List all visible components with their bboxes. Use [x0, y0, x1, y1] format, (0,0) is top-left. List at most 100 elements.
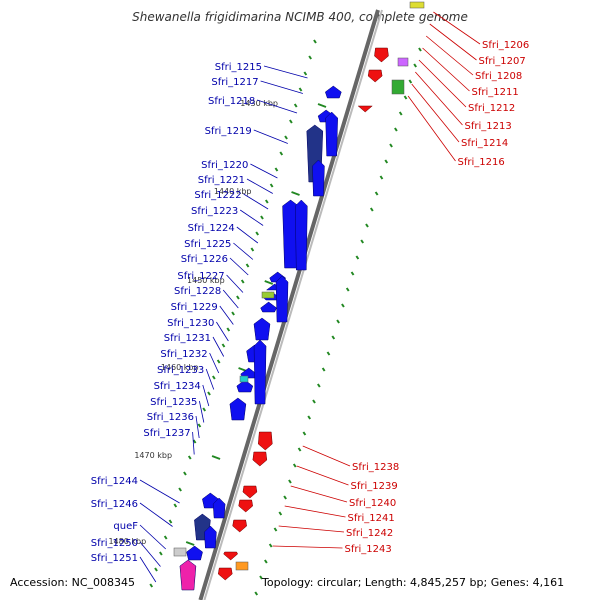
misc-feature[interactable]: [235, 561, 249, 571]
plus-strand-gene[interactable]: [312, 159, 325, 197]
minus-gene-leader: [302, 445, 351, 467]
kbp-tick-label: 1460 kbp: [161, 363, 199, 372]
plus-gene-leader: [226, 274, 244, 293]
minus-strand-gene[interactable]: [258, 431, 273, 451]
minus-gene-label[interactable]: Sfri_1238: [352, 462, 399, 473]
plus-gene-label[interactable]: Sfri_1251: [91, 553, 138, 564]
plus-gene-leader: [222, 289, 239, 309]
plus-gene-label[interactable]: Sfri_1233: [157, 365, 204, 376]
plus-gene-label[interactable]: Sfri_1224: [188, 223, 235, 234]
plus-strand-gene[interactable]: [253, 317, 271, 341]
plus-gene-label[interactable]: Sfri_1223: [191, 206, 238, 217]
plus-gene-label[interactable]: Sfri_1229: [171, 302, 218, 313]
plus-gene-label[interactable]: Sfri_1226: [181, 254, 228, 265]
guide-dot: [226, 327, 231, 332]
plus-strand-gene[interactable]: [229, 397, 247, 421]
minus-gene-label[interactable]: Sfri_1211: [472, 87, 519, 98]
minus-gene-label[interactable]: Sfri_1239: [351, 481, 398, 492]
plus-gene-label[interactable]: Sfri_1222: [194, 190, 241, 201]
minus-strand-gene[interactable]: [252, 451, 268, 467]
misc-feature[interactable]: [409, 1, 425, 9]
plus-strand-gene[interactable]: [260, 301, 277, 313]
minus-gene-leader: [422, 47, 470, 92]
guide-dot: [245, 263, 250, 268]
minus-strand-gene[interactable]: [238, 499, 253, 513]
guide-dot: [303, 71, 308, 76]
minus-gene-label[interactable]: Sfri_1240: [349, 498, 396, 509]
plus-gene-leader: [192, 431, 195, 455]
minus-strand-gene[interactable]: [217, 567, 233, 581]
plus-gene-label[interactable]: Sfri_1220: [201, 160, 248, 171]
minus-gene-leader: [272, 545, 343, 549]
plus-gene-label[interactable]: queF: [113, 521, 138, 532]
plus-gene-label[interactable]: Sfri_1215: [215, 62, 262, 73]
plus-gene-label[interactable]: Sfri_1237: [143, 428, 190, 439]
plus-gene-label[interactable]: Sfri_1235: [150, 397, 197, 408]
plus-gene-label[interactable]: Sfri_1244: [91, 476, 138, 487]
plus-gene-label[interactable]: Sfri_1225: [184, 239, 231, 250]
minus-strand-gene[interactable]: [232, 519, 247, 533]
plus-gene-leader: [195, 415, 200, 439]
guide-dot: [212, 375, 216, 380]
plus-gene-label[interactable]: Sfri_1234: [154, 381, 201, 392]
misc-feature[interactable]: [239, 375, 249, 383]
guide-dot: [298, 87, 303, 92]
plus-strand-gene[interactable]: [325, 111, 338, 157]
guide-dot: [283, 495, 287, 500]
minus-gene-label[interactable]: Sfri_1213: [465, 121, 512, 132]
guide-dot: [259, 575, 263, 580]
minus-gene-label[interactable]: Sfri_1243: [345, 544, 392, 555]
plus-gene-leader: [209, 352, 220, 374]
plus-gene-label[interactable]: Sfri_1231: [164, 333, 211, 344]
guide-dot: [250, 247, 255, 252]
guide-dot: [293, 103, 298, 108]
minus-strand-gene[interactable]: [242, 485, 258, 499]
minus-strand-gene[interactable]: [367, 69, 383, 83]
guide-dot: [202, 407, 207, 412]
minus-gene-label[interactable]: Sfri_1207: [479, 56, 526, 67]
guide-dot: [192, 439, 197, 444]
genome-summary-text: Topology: circular; Length: 4,845,257 bp…: [262, 576, 565, 589]
misc-feature[interactable]: [397, 57, 409, 67]
minus-gene-label[interactable]: Sfri_1212: [468, 103, 515, 114]
guide-dot: [374, 191, 379, 196]
plus-strand-gene[interactable]: [275, 275, 289, 323]
plus-gene-label[interactable]: Sfri_1227: [177, 271, 224, 282]
plus-gene-label[interactable]: Sfri_1219: [205, 126, 252, 137]
plus-gene-label[interactable]: Sfri_1217: [211, 77, 258, 88]
plus-gene-label[interactable]: Sfri_1221: [198, 175, 245, 186]
kbp-tick-label: 1430 kbp: [240, 99, 278, 108]
minus-gene-label[interactable]: Sfri_1216: [458, 157, 505, 168]
plus-gene-leader: [212, 336, 225, 357]
minus-gene-label[interactable]: Sfri_1208: [475, 71, 522, 82]
minus-strand-gene[interactable]: [223, 551, 238, 561]
plus-gene-label[interactable]: Sfri_1228: [174, 286, 221, 297]
plus-gene-label[interactable]: Sfri_1232: [160, 349, 207, 360]
guide-dot: [312, 399, 316, 404]
plus-strand-gene[interactable]: [204, 525, 217, 549]
plus-gene-leader: [260, 80, 303, 94]
plus-gene-label[interactable]: Sfri_1236: [147, 412, 194, 423]
plus-strand-gene[interactable]: [186, 545, 203, 561]
plus-strand-gene[interactable]: [325, 85, 342, 99]
minus-gene-label[interactable]: Sfri_1214: [461, 138, 508, 149]
minus-gene-label[interactable]: Sfri_1206: [482, 40, 529, 51]
minus-strand-gene[interactable]: [357, 105, 373, 113]
minus-gene-label[interactable]: Sfri_1242: [346, 528, 393, 539]
plus-gene-label[interactable]: Sfri_1250: [91, 538, 138, 549]
plus-gene-label[interactable]: Sfri_1230: [167, 318, 214, 329]
plus-strand-gene[interactable]: [295, 199, 308, 271]
plus-gene-label[interactable]: Sfri_1246: [91, 499, 138, 510]
minus-strand-gene[interactable]: [374, 47, 389, 63]
plus-strand-gene[interactable]: [253, 339, 267, 405]
misc-feature[interactable]: [391, 79, 405, 95]
plus-strand-gene[interactable]: [179, 559, 197, 591]
plus-gene-label[interactable]: Sfri_1218: [208, 96, 255, 107]
misc-feature[interactable]: [261, 291, 275, 299]
minus-gene-label[interactable]: Sfri_1241: [348, 513, 395, 524]
guide-dot: [389, 143, 393, 148]
plus-strand-gene[interactable]: [212, 497, 226, 519]
misc-feature[interactable]: [173, 547, 187, 557]
minus-gene-leader: [429, 23, 477, 61]
